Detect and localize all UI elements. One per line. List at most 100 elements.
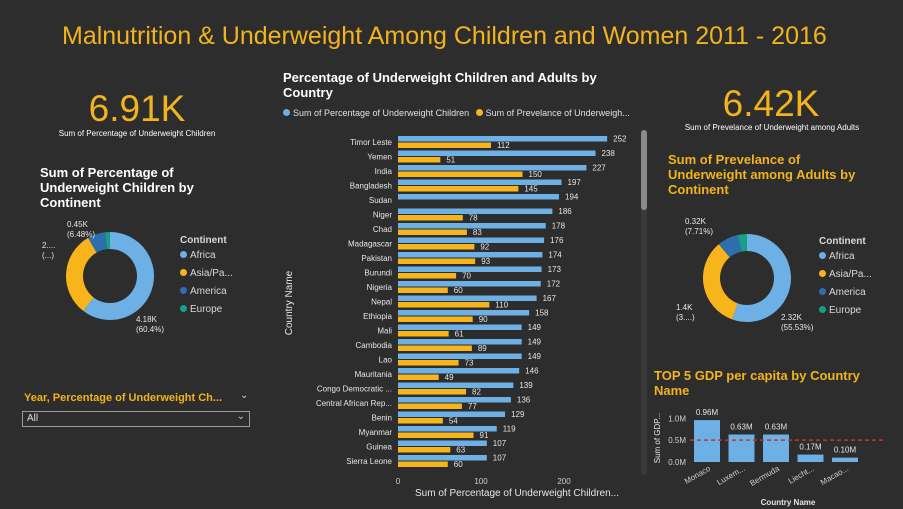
bar-adults[interactable] [398, 403, 462, 410]
bar-children[interactable] [398, 252, 543, 258]
donut-adults-label-africa: 2.32K (55.53%) [781, 313, 814, 332]
bar-children[interactable] [398, 353, 522, 360]
bar-adults[interactable] [398, 157, 441, 163]
donut-slice-europe[interactable] [104, 232, 110, 250]
legend-left-europe[interactable]: Europe [180, 304, 222, 315]
bar-children[interactable] [398, 266, 542, 273]
country-label: Guinea [366, 443, 392, 452]
bar-chart-legend: Sum of Percentage of Underweight Childre… [283, 108, 630, 118]
legend-right-america[interactable]: America [819, 287, 866, 298]
scrollbar-thumb[interactable] [641, 130, 647, 210]
gdp-bar[interactable] [832, 457, 858, 462]
bar-adults[interactable] [398, 186, 519, 192]
gdp-y-tick-label: 1.0M [668, 414, 686, 423]
bar-children[interactable] [398, 165, 587, 171]
bar-children[interactable] [398, 194, 560, 200]
year-slicer-dropdown[interactable]: All ⌄ [22, 411, 250, 427]
africa-dot-icon [819, 252, 826, 259]
bar-children[interactable] [398, 397, 511, 403]
donut-adults-chart[interactable] [697, 228, 797, 328]
bar-children-value: 238 [602, 149, 616, 158]
gdp-bar[interactable] [694, 420, 720, 462]
bar-adults[interactable] [398, 432, 474, 439]
bar-children[interactable] [398, 324, 522, 331]
legend-left-asia[interactable]: Asia/Pa... [180, 268, 233, 279]
legend-children-item[interactable]: Sum of Percentage of Underweight Childre… [283, 108, 469, 118]
bar-children[interactable] [398, 281, 541, 287]
bar-adults[interactable] [398, 345, 472, 352]
bar-adults[interactable] [398, 171, 523, 178]
bar-children[interactable] [398, 150, 596, 157]
bar-adults[interactable] [398, 374, 439, 381]
bar-children[interactable] [398, 136, 608, 142]
legend-left-america[interactable]: America [180, 286, 227, 297]
bar-children[interactable] [398, 382, 514, 389]
gdp-bar-chart[interactable]: 0.0M 0.5M 1.0M Sum of GDP... 0.96M Monaco 0.63… [650, 400, 890, 508]
donut-slice-america[interactable] [88, 232, 107, 253]
bar-children-value: 194 [565, 193, 579, 202]
bar-adults[interactable] [398, 287, 448, 294]
bar-adults-value: 89 [478, 344, 487, 353]
bar-adults[interactable] [398, 258, 476, 265]
bar-children[interactable] [398, 440, 487, 447]
bar-adults[interactable] [398, 302, 490, 308]
legend-right-africa[interactable]: Africa [819, 251, 855, 262]
bar-adults-value: 60 [454, 286, 463, 295]
bar-children[interactable] [398, 339, 522, 345]
donut-slice-asia-pacific[interactable] [66, 237, 97, 311]
country-bar-chart[interactable]: 0 100 200 Timor Leste 252 112 Yemen 238 51 India 2… [280, 128, 650, 502]
gdp-bar[interactable] [797, 454, 824, 462]
donut-slice-europe[interactable] [737, 234, 747, 252]
country-label: Congo Democratic ... [317, 385, 392, 394]
bar-children-value: 173 [548, 265, 562, 274]
bar-adults-value: 83 [473, 228, 482, 237]
gdp-bar[interactable] [728, 434, 755, 462]
bar-children[interactable] [398, 179, 562, 186]
asia-dot-icon [180, 269, 187, 276]
bar-adults-value: 63 [456, 446, 465, 455]
bar-adults[interactable] [398, 418, 443, 424]
country-label: Sudan [369, 196, 392, 205]
bar-children-value: 227 [592, 164, 606, 173]
legend-adults-item[interactable]: Sum of Prevelance of Underweigh... [475, 108, 630, 118]
america-dot-icon [180, 287, 187, 294]
donut-children-label-asia: 2.... (...) [42, 241, 56, 260]
bar-children[interactable] [398, 426, 497, 432]
slicer-collapse-chevron-icon[interactable]: ⌄ [240, 390, 249, 401]
adults-dot-icon [475, 109, 483, 116]
bar-adults[interactable] [398, 215, 463, 221]
bar-adults[interactable] [398, 360, 459, 366]
bar-children[interactable] [398, 208, 553, 215]
bar-children-value: 167 [543, 294, 557, 303]
bar-children[interactable] [398, 295, 537, 302]
gdp-bar[interactable] [763, 434, 789, 462]
bar-adults[interactable] [398, 244, 475, 250]
bar-children[interactable] [398, 223, 546, 229]
bar-chart-scrollbar[interactable] [641, 130, 647, 475]
donut-slice-africa[interactable] [732, 234, 791, 322]
bar-children-value: 176 [550, 236, 564, 245]
bar-children[interactable] [398, 310, 530, 316]
donut-slice-asia-pacific[interactable] [703, 244, 738, 320]
bar-adults[interactable] [398, 273, 457, 279]
legend-right-asia[interactable]: Asia/Pa... [819, 269, 872, 280]
bar-children[interactable] [398, 411, 506, 418]
bar-children[interactable] [398, 237, 545, 244]
bar-adults[interactable] [398, 389, 467, 395]
donut-slice-africa[interactable] [83, 232, 155, 320]
bar-adults[interactable] [398, 447, 451, 453]
donut-slice-america[interactable] [718, 234, 742, 258]
bar-adults[interactable] [398, 142, 491, 149]
x-tick-label: 100 [474, 477, 488, 486]
bar-adults[interactable] [398, 229, 467, 236]
bar-adults[interactable] [398, 331, 449, 337]
bar-adults-value: 49 [445, 373, 454, 382]
donut-children-chart[interactable] [60, 226, 160, 326]
bar-adults[interactable] [398, 461, 448, 468]
legend-left-africa[interactable]: Africa [180, 250, 216, 261]
bar-children[interactable] [398, 368, 520, 374]
bar-children[interactable] [398, 455, 487, 461]
legend-right-europe[interactable]: Europe [819, 305, 861, 316]
donut-adults-label-asia: 1.4K (3....) [676, 303, 695, 322]
bar-adults[interactable] [398, 316, 473, 323]
